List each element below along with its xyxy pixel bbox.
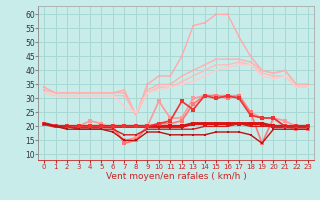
X-axis label: Vent moyen/en rafales ( km/h ): Vent moyen/en rafales ( km/h )	[106, 172, 246, 181]
